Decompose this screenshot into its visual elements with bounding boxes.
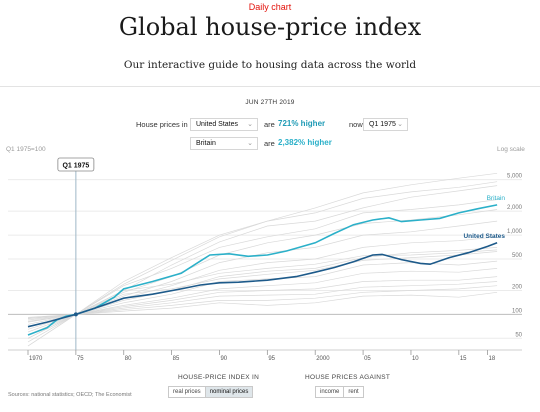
income-button[interactable]: income [320,389,340,395]
series-line [27,242,498,328]
y-tick-label: 100 [512,308,523,314]
background-series-line [27,285,498,319]
background-series-line [27,268,498,322]
y-tick-label: 5,000 [507,174,523,180]
country1-select[interactable]: United States ⌄ [190,118,258,131]
y-tick-label: 2,000 [507,205,523,211]
x-tick-label: 18 [489,356,496,362]
index-toggle-label: HOUSE-PRICE INDEX IN [178,374,260,381]
y-tick-label: 200 [512,285,523,291]
kicker: Daily chart [248,2,292,12]
house-price-chart[interactable]: 50 100 200 500 1,000 2,000 5,000 1970 75 80 85 90 95… [0,150,540,370]
x-tick-label: 05 [364,356,371,362]
period-marker-box [57,157,95,172]
page-title: Global house-price index [118,13,422,41]
against-toggle: income rent [315,386,364,398]
x-tick-label: 80 [125,356,132,362]
against-toggle-label: HOUSE PRICES AGAINST [305,374,391,381]
source-note: Sources: national statistics; OECD; The … [8,392,132,398]
x-tick-label: 2000 [316,356,330,362]
series-label: Britain [487,195,506,202]
period-select[interactable]: Q1 1975 ⌄ [363,118,408,131]
chevron-down-icon: ⌄ [247,121,253,128]
background-series-line [27,220,498,330]
date-label: JUN 27TH 2019 [245,99,295,106]
row2-change-value: 2,382% higher [278,138,332,147]
base-point [73,312,78,317]
chevron-down-icon: ⌄ [247,140,253,147]
x-tick-label: 1970 [29,356,43,362]
y-tick-label: 50 [515,332,522,338]
country2-value: Britain [196,140,216,147]
x-tick-label: 90 [220,356,227,362]
background-series-line [27,209,498,336]
x-tick-label: 85 [173,356,180,362]
period-value: Q1 1975 [369,121,396,128]
chevron-down-icon: ⌄ [397,121,403,128]
divider [0,86,540,87]
background-series-line [27,281,498,320]
background-series-line [27,276,498,321]
rent-button[interactable]: rent [343,387,362,397]
page-subtitle: Our interactive guide to housing data ac… [123,59,417,71]
row2-are: are [264,139,275,148]
background-series-line [27,291,498,318]
index-toggle: real prices nominal prices [168,386,254,398]
row1-change-value: 721% higher [278,119,326,128]
background-series-line [27,247,498,325]
background-series-line [27,249,498,347]
country1-value: United States [196,121,239,128]
background-series-line [27,172,498,347]
nominal-prices-button[interactable]: nominal prices [204,387,253,397]
row1-are: are [264,120,275,129]
index-base-label: Q1 1975=100 [6,146,46,153]
row1-prefix: House prices in [136,120,188,129]
x-tick-label: 10 [412,356,419,362]
background-series-line [27,236,498,328]
y-tick-label: 1,000 [507,229,523,235]
series-line [27,204,498,336]
x-tick-label: 75 [77,356,84,362]
x-tick-label: 95 [268,356,275,362]
period-marker-label: Q1 1975 [62,163,89,170]
x-tick-label: 15 [460,356,467,362]
background-series-line [27,199,498,343]
real-prices-button[interactable]: real prices [173,389,201,395]
y-tick-label: 500 [512,253,523,259]
background-series-line [27,181,498,339]
series-label: United States [463,233,505,240]
country2-select[interactable]: Britain ⌄ [190,137,258,150]
scale-label: Log scale [497,146,525,153]
